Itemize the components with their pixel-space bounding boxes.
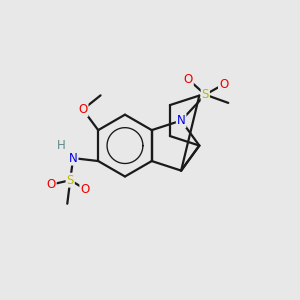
Text: N: N (69, 152, 77, 165)
Text: O: O (78, 103, 88, 116)
Text: O: O (80, 182, 90, 196)
Text: O: O (184, 73, 193, 86)
Text: S: S (67, 174, 74, 187)
Text: O: O (46, 178, 56, 191)
Text: N: N (177, 114, 185, 127)
Text: S: S (202, 88, 209, 101)
Text: O: O (219, 78, 228, 91)
Text: H: H (56, 139, 65, 152)
